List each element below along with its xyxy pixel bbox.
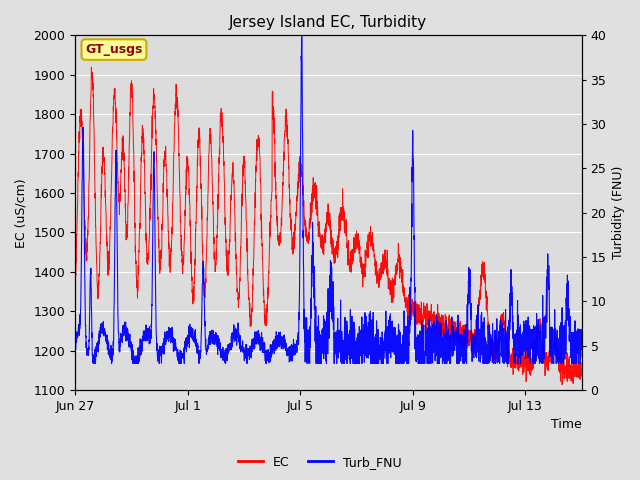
Y-axis label: EC (uS/cm): EC (uS/cm) [15,178,28,248]
X-axis label: Time: Time [551,419,582,432]
Legend: EC, Turb_FNU: EC, Turb_FNU [233,451,407,474]
Title: Jersey Island EC, Turbidity: Jersey Island EC, Turbidity [229,15,428,30]
Y-axis label: Turbidity (FNU): Turbidity (FNU) [612,166,625,259]
Text: GT_usgs: GT_usgs [85,43,143,56]
